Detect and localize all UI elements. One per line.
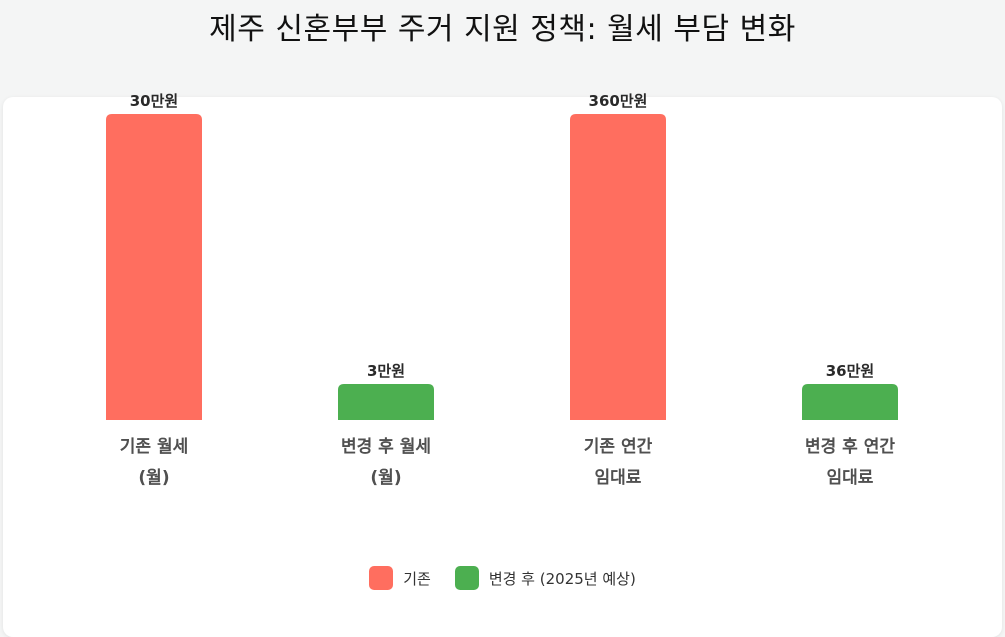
category-label-2-1: 임대료 bbox=[595, 467, 642, 488]
category-label-0-0: 기존 월세 bbox=[120, 437, 188, 457]
bar-2[interactable] bbox=[570, 114, 666, 420]
category-label-1-1: (월) bbox=[370, 468, 401, 488]
legend-swatch-before bbox=[369, 566, 394, 590]
bar-value-label-3: 36만원 bbox=[826, 362, 874, 380]
bar-value-label-2: 360만원 bbox=[589, 92, 648, 110]
legend-label-before: 기존 bbox=[403, 569, 431, 588]
category-label-2-0: 기존 연간 bbox=[584, 437, 653, 457]
bar-value-label-0: 30만원 bbox=[130, 92, 178, 110]
legend-label-after: 변경 후 (2025년 예상) bbox=[488, 569, 636, 588]
category-label-0-1: (월) bbox=[138, 468, 169, 488]
category-label-3-0: 변경 후 연간 bbox=[805, 436, 895, 457]
bar-0[interactable] bbox=[106, 114, 202, 420]
category-label-1-0: 변경 후 월세 bbox=[341, 436, 431, 457]
bar-3[interactable] bbox=[802, 384, 898, 420]
category-label-3-1: 임대료 bbox=[827, 467, 874, 488]
legend-item-after[interactable]: 변경 후 (2025년 예상) bbox=[454, 566, 636, 590]
legend-swatch-after bbox=[454, 566, 479, 590]
bar-value-label-1: 3만원 bbox=[367, 362, 405, 380]
legend: 기존 변경 후 (2025년 예상) bbox=[0, 566, 1005, 590]
legend-item-before[interactable]: 기존 bbox=[369, 566, 431, 590]
page-title: 제주 신혼부부 주거 지원 정책: 월세 부담 변화 bbox=[209, 12, 796, 47]
bar-1[interactable] bbox=[338, 384, 434, 420]
